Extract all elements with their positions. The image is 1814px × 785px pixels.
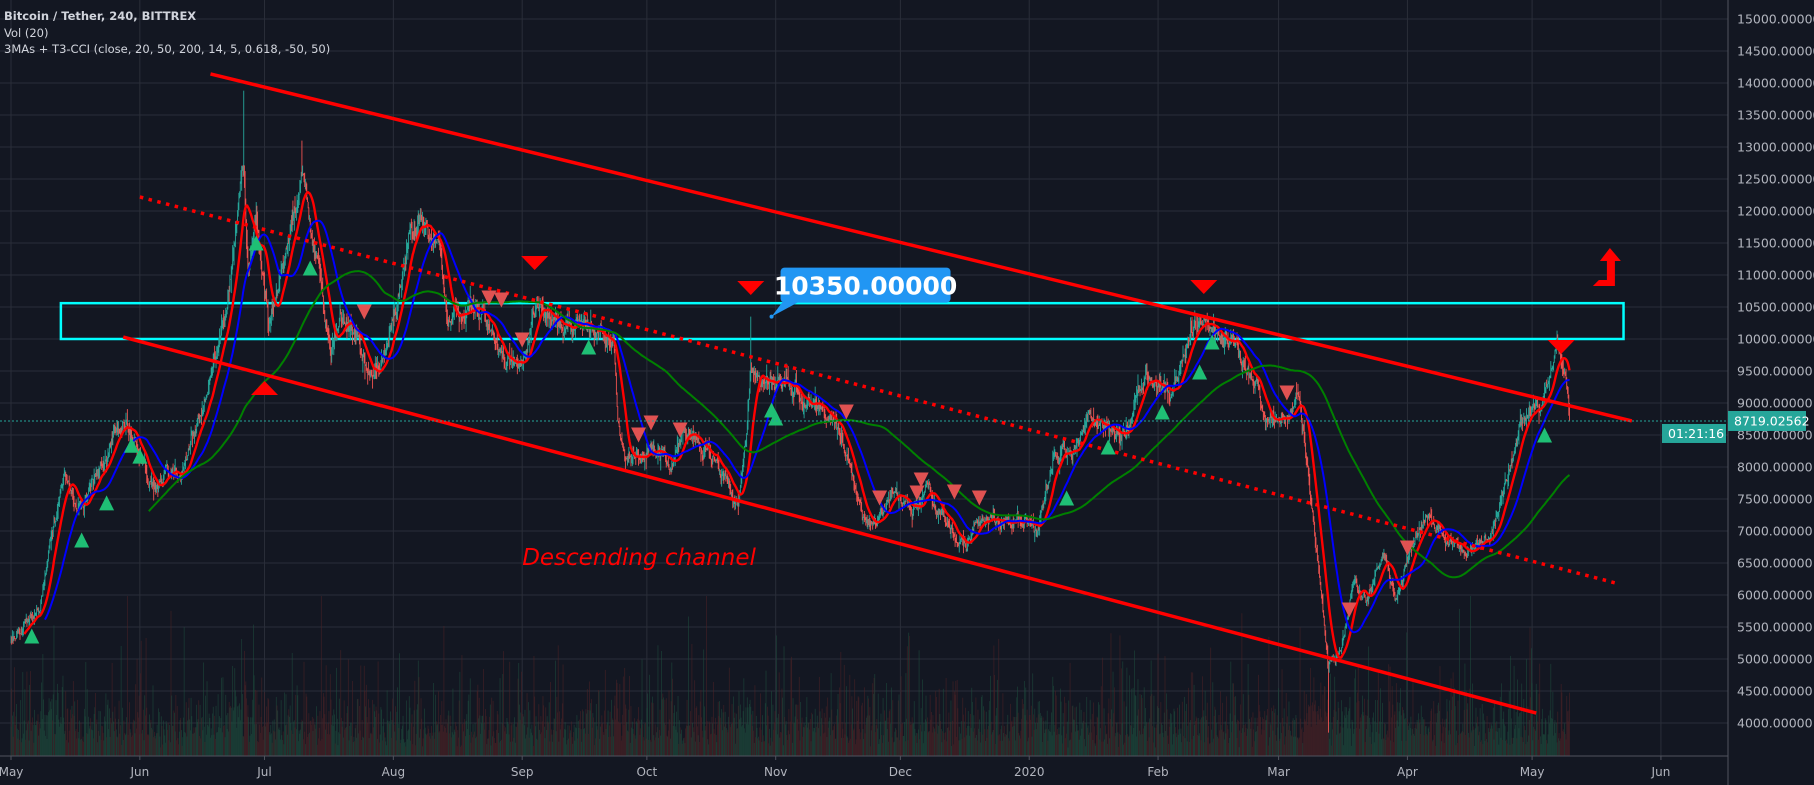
- price-tick-label: 10500.00000: [1737, 300, 1814, 315]
- buy-signal-icon: [581, 339, 597, 355]
- price-tick-label: 11000.00000: [1737, 268, 1814, 283]
- sell-signal-icon: [643, 415, 659, 431]
- buy-signal-icon: [1537, 427, 1553, 443]
- price-tick-label: 5500.00000: [1737, 620, 1813, 635]
- dotted-trendline: [139, 195, 1620, 586]
- time-tick-label: Nov: [764, 765, 787, 779]
- time-tick-label: Mar: [1267, 765, 1290, 779]
- price-tick-label: 4000.00000: [1737, 716, 1813, 731]
- sell-signal-icon: [946, 484, 962, 500]
- price-tick-label: 13500.00000: [1737, 108, 1814, 123]
- major-sell-signal-icon: [737, 280, 765, 295]
- zone-layer: [59, 301, 1625, 341]
- ma-line-20: [23, 191, 1571, 659]
- callout-label: 10350.00000: [774, 272, 957, 301]
- sell-signal-icon: [481, 290, 497, 306]
- price-tick-label: 8000.00000: [1737, 460, 1813, 475]
- sell-signal-icon: [838, 404, 854, 420]
- time-tick-label: Feb: [1147, 765, 1168, 779]
- buy-signal-icon: [124, 437, 140, 453]
- price-axis: [1728, 0, 1814, 785]
- last-price-tag: [1728, 410, 1806, 431]
- sell-signal-icon: [909, 485, 925, 501]
- price-tick-label: 13000.00000: [1737, 140, 1814, 155]
- buy-signal-icon: [1100, 439, 1116, 455]
- buy-signal-icon: [768, 410, 784, 426]
- major-sell-signal-icon: [1190, 280, 1218, 295]
- upper-channel-line: [210, 72, 1633, 423]
- time-tick-label: Jun: [1651, 765, 1671, 779]
- ma-line-200: [148, 270, 1571, 579]
- price-tick-label: 12000.00000: [1737, 204, 1814, 219]
- price-tick-label: 12500.00000: [1737, 172, 1814, 187]
- time-tick-label: Oct: [636, 765, 657, 779]
- time-tick-label: May: [1520, 765, 1545, 779]
- price-tick-label: 6000.00000: [1737, 588, 1813, 603]
- sell-signal-icon: [872, 490, 888, 506]
- major-sell-signal-icon: [521, 255, 549, 270]
- sell-signal-icon: [913, 472, 929, 488]
- price-tick-label: 8500.00000: [1737, 428, 1813, 443]
- price-tick-label: 5000.00000: [1737, 652, 1813, 667]
- callout-anchor: [769, 314, 774, 319]
- buy-signal-icon: [302, 260, 318, 276]
- sell-signal-icon: [1341, 602, 1357, 618]
- price-tick-label: 15000.00000: [1737, 12, 1814, 27]
- buy-signal-icon: [1192, 364, 1208, 380]
- price-tick-label: 10000.00000: [1737, 332, 1814, 347]
- sell-signal-icon: [514, 332, 530, 348]
- sell-signal-icon: [672, 422, 688, 438]
- buy-signal-icon: [1154, 404, 1170, 420]
- drawings[interactable]: 10350.00000 Descending channel: [122, 72, 1633, 715]
- major-buy-signal-icon: [251, 381, 279, 396]
- countdown-tag: [1662, 423, 1726, 443]
- ma-line-50: [44, 219, 1570, 634]
- price-tick-label: 14000.00000: [1737, 76, 1814, 91]
- price-tick-label: 6500.00000: [1737, 556, 1813, 571]
- price-tick-label: 7000.00000: [1737, 524, 1813, 539]
- buy-signal-icon: [24, 628, 40, 644]
- price-tick-label: 9000.00000: [1737, 396, 1813, 411]
- time-tick-label: Jul: [256, 765, 271, 779]
- sell-signal-icon: [631, 427, 647, 443]
- callout-box: [780, 267, 951, 303]
- time-tick-label: Sep: [511, 765, 534, 779]
- price-tick-label: 4500.00000: [1737, 684, 1813, 699]
- price-tick-label: 11500.00000: [1737, 236, 1814, 251]
- buy-signal-icon: [99, 495, 115, 511]
- volume-bars: [10, 596, 1570, 756]
- moving-averages: [23, 191, 1571, 659]
- price-tick-label: 9500.00000: [1737, 364, 1813, 379]
- sell-signal-icon: [1279, 385, 1295, 401]
- sell-signal-icon: [493, 292, 509, 308]
- up-arrow-icon: [1592, 247, 1621, 287]
- sell-signal-icon: [971, 490, 987, 506]
- time-tick-label: Aug: [382, 765, 405, 779]
- descending-channel-label: Descending channel: [522, 545, 756, 571]
- buy-signal-icon: [248, 235, 264, 251]
- time-axis: [0, 756, 1728, 785]
- buy-signal-icon: [1204, 334, 1220, 350]
- sell-signal-icon: [1399, 540, 1415, 556]
- time-tick-label: Jun: [129, 765, 149, 779]
- lower-channel-line: [122, 335, 1537, 715]
- time-tick-label: May: [0, 765, 23, 779]
- callout-pointer: [771, 300, 798, 317]
- price-tick-label: 14500.00000: [1737, 44, 1814, 59]
- sell-signal-icon: [356, 304, 372, 320]
- buy-signal-icon: [74, 532, 90, 548]
- last-price-value: 8719.02562: [1734, 413, 1810, 428]
- time-tick-label: Apr: [1397, 765, 1418, 779]
- time-tick-label: Dec: [889, 765, 912, 779]
- signals: [24, 235, 1575, 644]
- resistance-zone: [59, 301, 1625, 341]
- time-tick-label: 2020: [1014, 765, 1045, 779]
- bar-countdown: 01:21:16: [1668, 426, 1724, 441]
- price-tick-label: 7500.00000: [1737, 492, 1813, 507]
- major-sell-signal-icon: [1547, 340, 1575, 354]
- buy-signal-icon: [132, 448, 148, 464]
- buy-signal-icon: [1059, 490, 1075, 506]
